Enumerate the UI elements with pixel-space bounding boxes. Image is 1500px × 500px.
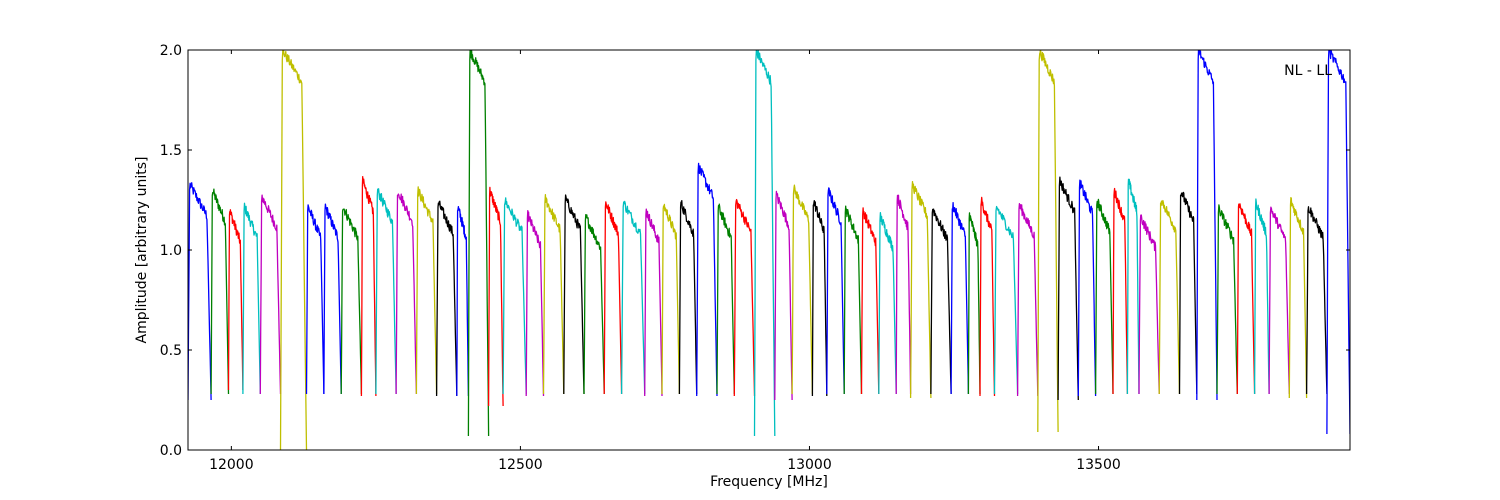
channel-series-5	[259, 194, 282, 395]
channel-series-27	[678, 199, 698, 395]
y-tick-label: 1.0	[160, 243, 182, 259]
channel-series-7	[305, 204, 325, 395]
channel-series-54	[1158, 199, 1181, 395]
channel-series-37	[860, 207, 880, 395]
series-layer	[188, 50, 1350, 450]
channel-series-21	[563, 194, 585, 395]
channel-series-24	[620, 200, 646, 395]
channel-series-3	[227, 209, 244, 391]
y-tick-label: 0.5	[160, 343, 182, 359]
channel-series-53	[1138, 214, 1160, 395]
channel-series-57	[1216, 204, 1238, 395]
x-tick-label: 13500	[1076, 457, 1121, 473]
channel-series-33	[791, 184, 814, 395]
channel-series-55	[1178, 191, 1198, 395]
y-tick-label: 1.5	[160, 143, 182, 159]
channel-series-46	[1016, 203, 1039, 397]
x-tick-label: 12500	[498, 457, 543, 473]
channel-series-50	[1094, 198, 1114, 395]
channel-series-9	[340, 208, 363, 395]
channel-series-15	[456, 205, 470, 397]
channel-series-26	[661, 203, 681, 395]
channel-series-58	[1236, 203, 1256, 395]
channel-series-32	[774, 190, 793, 401]
channel-series-51	[1112, 187, 1129, 395]
annotation-label: NL - LL	[1284, 63, 1332, 79]
channel-series-28	[696, 162, 718, 397]
channel-series-20	[542, 194, 565, 395]
channel-series-36	[843, 205, 863, 395]
channel-series-42	[950, 201, 970, 395]
channel-series-4	[242, 202, 261, 395]
channel-series-31	[753, 50, 776, 437]
channel-series-16	[467, 50, 490, 437]
channel-series-13	[415, 186, 438, 395]
x-tick-label: 13000	[787, 457, 832, 473]
channel-series-10	[360, 175, 377, 397]
channel-series-8	[323, 203, 342, 395]
channel-series-60	[1268, 206, 1290, 395]
channel-series-23	[603, 201, 623, 395]
channel-series-1	[188, 182, 212, 401]
x-axis-title: Frequency [MHz]	[710, 474, 828, 490]
y-tick-label: 2.0	[160, 43, 182, 59]
y-tick-label: 0.0	[160, 443, 182, 459]
channel-series-61	[1288, 196, 1308, 399]
channel-series-29	[716, 203, 735, 395]
channel-series-49	[1077, 179, 1097, 397]
channel-series-17	[487, 186, 504, 407]
channel-series-43	[967, 212, 981, 395]
x-tick-label: 12000	[209, 457, 254, 473]
channel-series-47	[1037, 50, 1059, 433]
channel-series-11	[375, 188, 397, 395]
channel-series-25	[644, 208, 663, 397]
channel-series-41	[930, 208, 952, 395]
channel-series-38	[878, 212, 897, 395]
channel-series-40	[909, 180, 932, 399]
channel-series-39	[895, 194, 912, 395]
channel-series-12	[395, 193, 418, 395]
channel-series-52	[1126, 178, 1140, 395]
channel-series-19	[525, 209, 545, 397]
channel-series-35	[826, 187, 845, 395]
channel-series-45	[993, 205, 1019, 395]
channel-series-56	[1196, 50, 1218, 401]
y-axis-title: Amplitude [arbitrary units]	[134, 157, 150, 344]
channel-series-18	[502, 197, 527, 395]
channel-series-34	[811, 199, 828, 397]
channel-series-22	[583, 213, 605, 395]
channel-series-30	[733, 198, 756, 397]
channel-series-6	[279, 50, 308, 450]
channel-series-63	[1326, 50, 1350, 435]
channel-series-2	[210, 188, 230, 395]
channel-series-14	[435, 200, 458, 397]
channel-series-44	[979, 196, 996, 397]
channel-series-62	[1305, 206, 1328, 395]
channel-series-59	[1253, 198, 1270, 395]
tick-layer: 12000 12500 13000 13500 0.0 0.5 1.0 1.5 2.0	[160, 43, 1350, 473]
channel-series-48	[1057, 176, 1079, 401]
